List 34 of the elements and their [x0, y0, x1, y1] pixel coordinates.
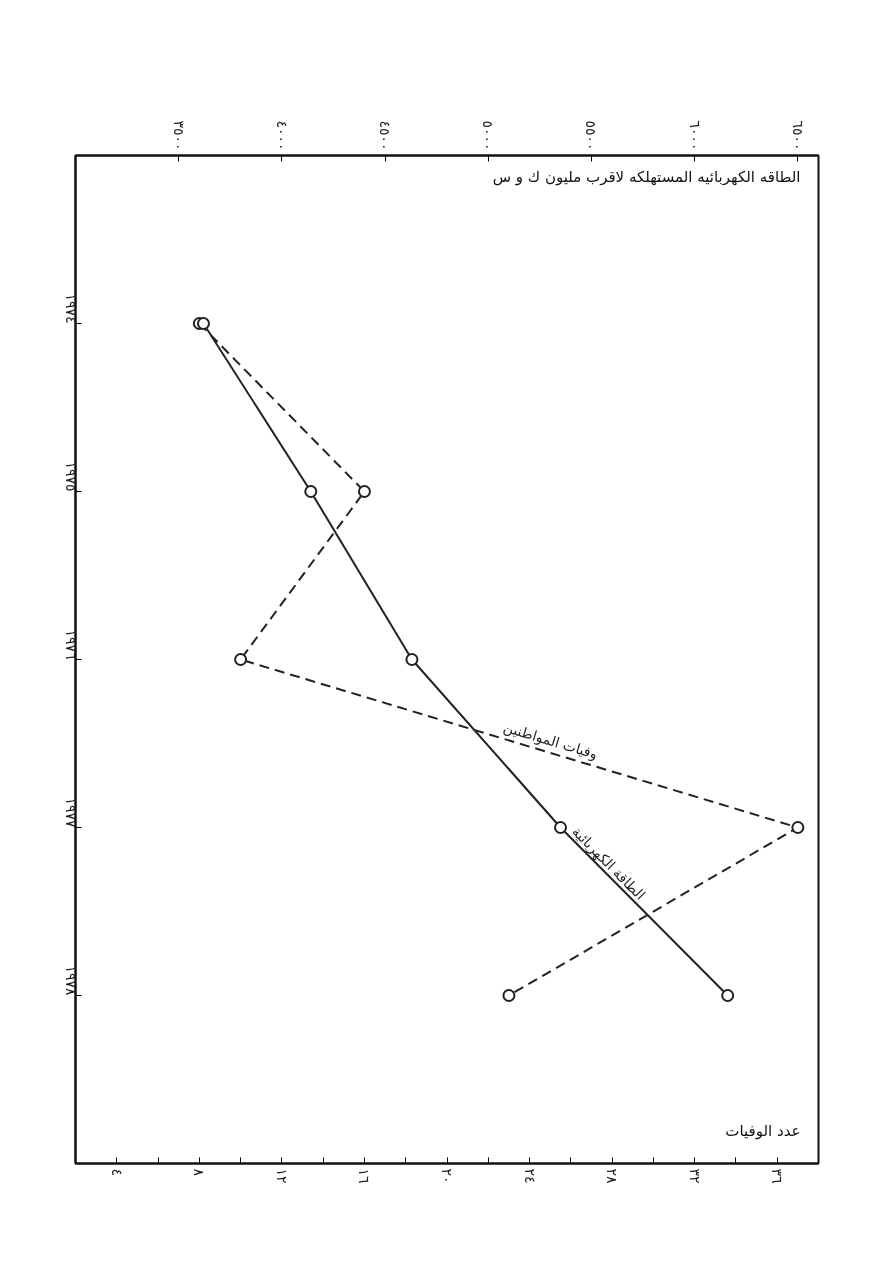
x2-tick-label: ٣٥٠٠ — [170, 120, 187, 151]
x2-tick-label: ٦٥٠٠ — [789, 120, 806, 151]
point — [502, 989, 516, 1002]
x-tick-label: ٨ — [191, 1168, 208, 1177]
x-tick-label: ٤ — [108, 1168, 125, 1177]
point — [554, 821, 568, 834]
point — [357, 485, 371, 498]
x2-tick-label: ٤٥٠٠ — [377, 120, 394, 151]
point — [196, 317, 210, 330]
point — [721, 989, 735, 1002]
x-tick-label: ١٦ — [356, 1168, 373, 1184]
x-tick-label: ٢٠ — [439, 1168, 455, 1184]
point — [405, 653, 419, 666]
text: الطاقة الكهربائية — [568, 823, 649, 904]
x-axis-title: عدد الوفيات — [725, 1121, 801, 1140]
x2-tick-label: ٥٠٠٠ — [480, 120, 497, 151]
x-tick-label: ٣٦ — [769, 1168, 786, 1184]
point — [234, 653, 248, 666]
y-tick-label: ١٩٧٨ — [62, 965, 79, 996]
y-tick-label: ١٩٧٦ — [62, 629, 79, 660]
x-tick-label: ٢٨ — [604, 1168, 621, 1185]
point — [791, 821, 805, 834]
y-tick-label: ١٩٧٧ — [62, 797, 79, 828]
x2-tick-label: ٤٠٠٠ — [273, 120, 290, 151]
x-tick-label: ٣٢ — [686, 1168, 703, 1184]
x2-axis-title: الطاقه الكهربائيه المستهلكه لاقرب مليون ك و س — [492, 167, 801, 186]
x2-tick-label: ٦٠٠٠ — [686, 120, 703, 151]
point — [304, 485, 318, 498]
x-tick-label: ١٢ — [273, 1168, 290, 1184]
text: وفيات المواطنين — [501, 718, 600, 764]
x2-tick-label: ٥٥٠٠ — [583, 120, 600, 151]
x-tick-label: ٢٤ — [521, 1168, 538, 1184]
y-tick-label: ١٩٧٤ — [62, 293, 79, 324]
y-tick-label: ١٩٧٥ — [62, 461, 79, 492]
